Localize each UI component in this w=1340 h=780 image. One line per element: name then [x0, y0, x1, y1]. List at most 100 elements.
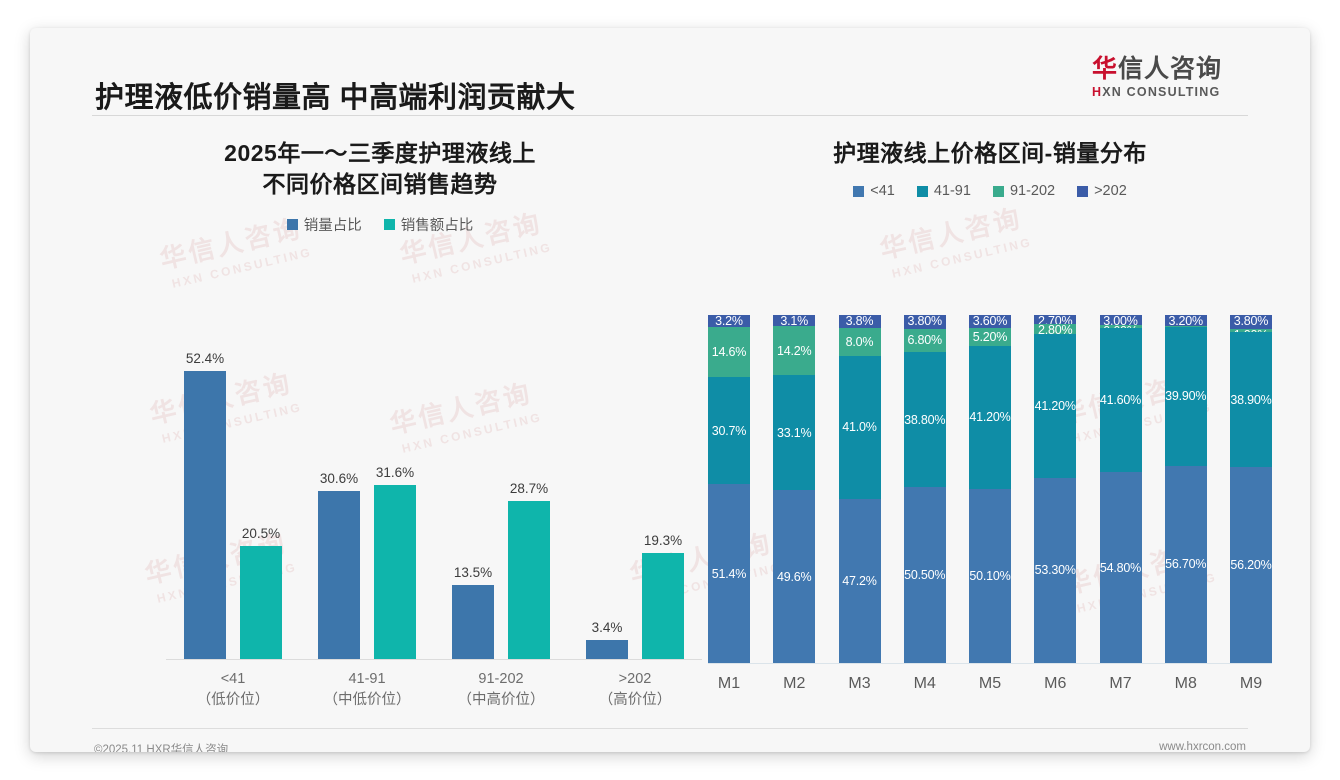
bar-column[interactable]: 13.5%: [452, 565, 494, 659]
x-axis-category-sub: （中高价位）: [457, 692, 545, 709]
chart-legend-right: <41 41-91 91-202 >202: [700, 183, 1280, 199]
bar-value-label: 31.6%: [375, 465, 415, 481]
bar[interactable]: [508, 501, 550, 659]
stacked-bar-segment[interactable]: 50.50%: [903, 487, 946, 663]
x-axis-category-sub: （低价位）: [196, 692, 270, 709]
bar-group: 13.5% 28.7% 91-202 （中高价位）: [434, 329, 568, 708]
bar-column[interactable]: 30.6%: [318, 471, 360, 659]
stacked-bar-segment[interactable]: 56.20%: [1230, 467, 1272, 663]
chart-title-left-line2: 不同价格区间销售趋势: [262, 171, 498, 198]
stacked-bar-segment[interactable]: 56.70%: [1164, 465, 1207, 663]
bar-column[interactable]: 3.4%: [586, 620, 628, 659]
legend-swatch-icon: [916, 185, 928, 197]
stacked-bar-segment[interactable]: 53.30%: [1034, 477, 1077, 663]
x-axis-month-label: M3: [848, 675, 871, 692]
x-axis-category-main: 41-91: [348, 671, 386, 687]
bar-column[interactable]: 20.5%: [240, 526, 282, 659]
stacked-bar[interactable]: 3.1% 14.2% 33.1% 49.6% M2: [773, 314, 816, 692]
stacked-bar-segment[interactable]: 3.60%: [969, 314, 1011, 329]
bar[interactable]: [184, 370, 226, 659]
x-axis-month-label: M9: [1239, 675, 1263, 692]
stacked-bar-segment[interactable]: 51.4%: [708, 484, 750, 663]
stacked-bar[interactable]: 3.8% 8.0% 41.0% 47.2% M3: [838, 314, 881, 692]
legend-label: 41-91: [933, 183, 971, 200]
stacked-bar-segment[interactable]: 3.20%: [1164, 314, 1207, 328]
legend-item[interactable]: 销售额占比: [383, 214, 473, 235]
segment-value-label: 53.30%: [1034, 563, 1076, 578]
stacked-bar-segment[interactable]: 3.8%: [838, 314, 881, 329]
chart-title-left-line1: 2025年一～三季度护理液线上: [224, 140, 536, 166]
bar-group: 30.6% 31.6% 41-91 （中低价位）: [300, 329, 434, 708]
logo-en-rest: XN CONSULTING: [1102, 85, 1221, 100]
stacked-bar[interactable]: 3.80% 6.80% 38.80% 50.50% M4: [903, 314, 946, 692]
segment-value-label: 14.2%: [777, 343, 812, 358]
stacked-bar[interactable]: 3.2% 14.6% 30.7% 51.4% M1: [708, 314, 750, 692]
stacked-bar-segment[interactable]: 39.90%: [1164, 326, 1207, 466]
bar[interactable]: [452, 584, 494, 659]
segment-value-label: 38.80%: [904, 412, 946, 427]
x-axis-category-main: 91-202: [478, 671, 524, 687]
segment-value-label: 41.0%: [842, 420, 877, 435]
stacked-bar-segment[interactable]: 41.20%: [969, 345, 1011, 489]
segment-value-label: 3.60%: [972, 314, 1008, 329]
x-axis-category-sub: （高价位）: [598, 692, 672, 709]
stacked-bar[interactable]: 3.60% 5.20% 41.20% 50.10% M5: [969, 314, 1011, 692]
stacked-bar[interactable]: 2.70% 2.80% 41.20% 53.30% M6: [1034, 314, 1077, 692]
stacked-bar-segment[interactable]: 5.20%: [969, 327, 1011, 346]
bar[interactable]: [586, 640, 628, 659]
stacked-bar-segment[interactable]: 3.2%: [708, 314, 750, 328]
bar[interactable]: [374, 485, 416, 659]
stacked-bar[interactable]: 3.80%1.00%38.90%56.20%M9: [1230, 314, 1272, 692]
legend-item[interactable]: 销量占比: [286, 214, 362, 235]
segment-value-label: 41.20%: [969, 410, 1011, 425]
stacked-bar-segment[interactable]: 50.10%: [969, 488, 1011, 663]
bar[interactable]: [642, 552, 684, 659]
stacked-bar[interactable]: 3.00%0.60%41.60%54.80%M7: [1099, 314, 1142, 692]
stacked-bar-segment[interactable]: 14.6%: [708, 326, 750, 378]
segment-value-label: 6.80%: [907, 333, 943, 348]
x-axis-line: [166, 659, 702, 660]
stacked-bar-segment[interactable]: 3.80%: [903, 314, 946, 329]
stacked-bar-segment[interactable]: 54.80%: [1099, 472, 1142, 663]
stacked-bar-segment[interactable]: 41.60%: [1099, 327, 1142, 473]
segment-value-label: 3.00%: [1103, 314, 1138, 329]
bar-column[interactable]: 52.4%: [184, 351, 226, 659]
segment-value-label: 14.6%: [711, 344, 747, 359]
legend-label: >202: [1094, 183, 1127, 200]
segment-value-label: 39.90%: [1165, 389, 1207, 404]
stacked-bar-segment[interactable]: 2.80%: [1034, 323, 1077, 338]
bar-group: 3.4% 19.3% >202 （高价位）: [568, 329, 702, 708]
brand-logo: 华信人咨询 HXN CONSULTING: [1092, 56, 1272, 99]
stacked-bar-segment[interactable]: 6.80%: [903, 328, 946, 353]
stacked-bar-segment[interactable]: 41.0%: [838, 356, 881, 499]
bar[interactable]: [318, 490, 360, 659]
bar-column[interactable]: 28.7%: [508, 481, 550, 659]
stacked-bar-segment[interactable]: 3.1%: [773, 314, 816, 328]
legend-item[interactable]: 41-91: [916, 183, 971, 200]
stacked-bar[interactable]: 3.20%0.20%39.90%56.70%M8: [1164, 314, 1207, 692]
footer-copyright: ©2025.11 HXR华信人咨询: [94, 744, 229, 752]
logo-en-first: H: [1092, 85, 1103, 100]
bar-group-bars: 3.4% 19.3%: [568, 329, 702, 659]
legend-item[interactable]: >202: [1077, 183, 1127, 199]
chart-title-right: 护理液线上价格区间-销量分布: [700, 138, 1280, 169]
bar[interactable]: [240, 546, 282, 659]
stacked-bar-segment[interactable]: 3.00%: [1099, 314, 1142, 329]
segment-value-label: 2.80%: [1038, 323, 1073, 338]
stacked-bar-segment[interactable]: 49.6%: [773, 490, 816, 663]
stacked-bar-segment[interactable]: 14.2%: [773, 325, 816, 376]
stacked-bar-segment[interactable]: 3.80%: [1230, 314, 1272, 329]
stacked-bar-segment[interactable]: 8.0%: [838, 328, 881, 357]
bar-column[interactable]: 31.6%: [374, 465, 416, 659]
footer-divider: [92, 728, 1248, 729]
stacked-bar-segment[interactable]: 41.20%: [1034, 334, 1077, 478]
legend-item[interactable]: <41: [853, 183, 895, 199]
stacked-bar-segment[interactable]: 47.2%: [838, 498, 881, 663]
bar-column[interactable]: 19.3%: [642, 533, 684, 659]
legend-label: <41: [870, 183, 895, 200]
legend-item[interactable]: 91-202: [992, 183, 1055, 199]
stacked-bar-segment[interactable]: 38.90%: [1230, 332, 1272, 468]
stacked-bar-segment[interactable]: 38.80%: [903, 352, 946, 488]
stacked-bar-segment[interactable]: 33.1%: [773, 375, 816, 491]
stacked-bar-segment[interactable]: 30.7%: [708, 377, 750, 485]
